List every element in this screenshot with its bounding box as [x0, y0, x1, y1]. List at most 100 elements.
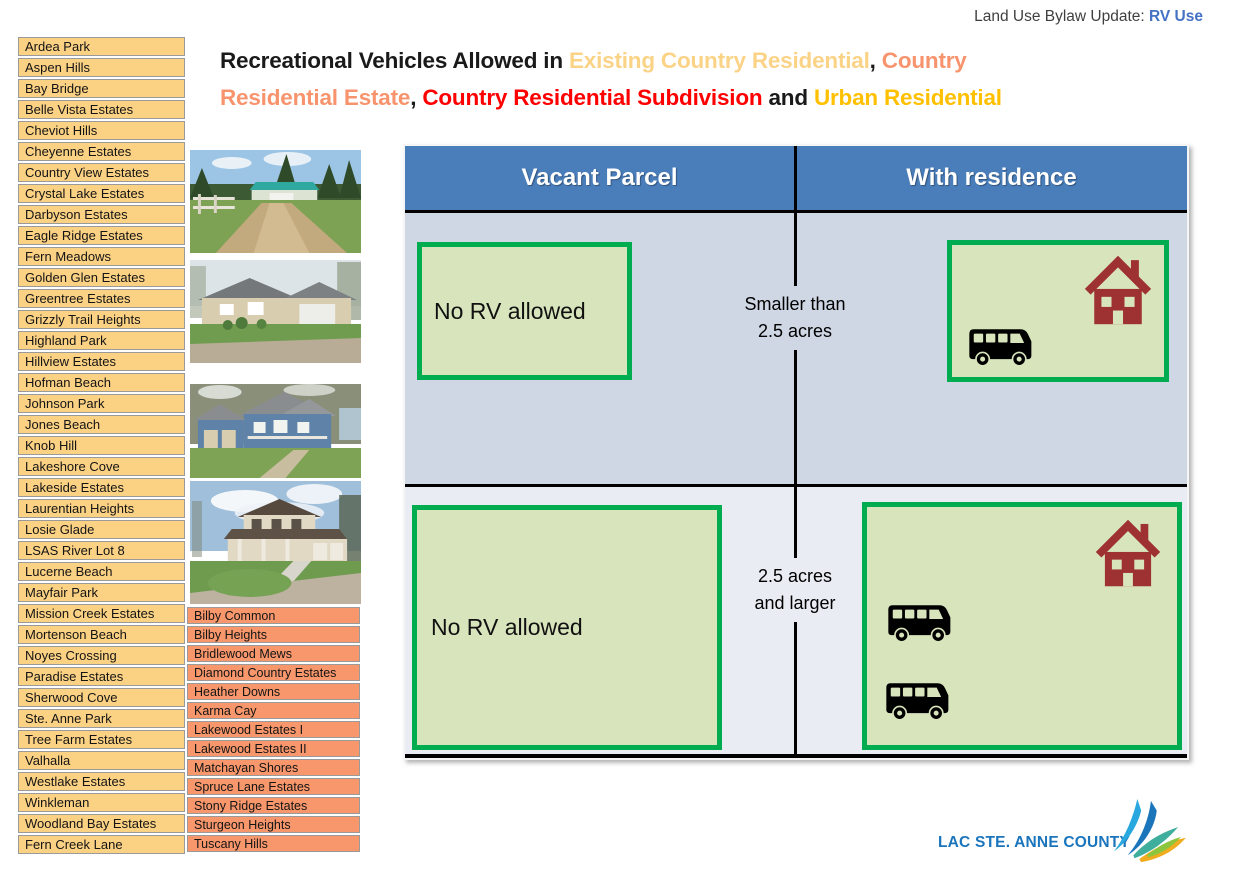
list-item: Lucerne Beach — [18, 562, 185, 581]
list-item: Mortenson Beach — [18, 625, 185, 644]
list-item: Cheyenne Estates — [18, 142, 185, 161]
list-item: Knob Hill — [18, 436, 185, 455]
list-item: Woodland Bay Estates — [18, 814, 185, 833]
list-item: Hillview Estates — [18, 352, 185, 371]
rv-icon — [969, 329, 1032, 367]
subdivision-list-orange: Bilby Common Bilby Heights Bridlewood Mews… — [187, 607, 360, 854]
column-header-vacant-parcel: Vacant Parcel — [405, 146, 794, 210]
list-item: Mayfair Park — [18, 583, 185, 602]
list-item: Ardea Park — [18, 37, 185, 56]
list-item: Lakewood Estates II — [187, 740, 360, 757]
title-seg-country: Country — [881, 48, 967, 73]
column-divider — [794, 146, 797, 758]
title-seg-urban-residential: Urban Residential — [813, 85, 1002, 110]
list-item: Sturgeon Heights — [187, 816, 360, 833]
bylaw-update-label: Land Use Bylaw Update: — [974, 8, 1149, 25]
title-seg-country-residential-subdivision: Country Residential Subdivision — [422, 85, 763, 110]
list-item: Fern Creek Lane — [18, 835, 185, 854]
list-item: Grizzly Trail Heights — [18, 310, 185, 329]
rv-use-label: RV Use — [1149, 8, 1203, 25]
list-item: Johnson Park — [18, 394, 185, 413]
slide-title: Recreational Vehicles Allowed in Existin… — [220, 42, 1220, 116]
photo-bungalow — [190, 260, 361, 363]
list-item: Paradise Estates — [18, 667, 185, 686]
title-seg: , — [869, 48, 882, 73]
list-item: Lakeside Estates — [18, 478, 185, 497]
size-label-larger: 2.5 acres and larger — [744, 558, 846, 622]
list-item: Bilby Common — [187, 607, 360, 624]
title-seg: and — [762, 85, 814, 110]
list-item: Lakeshore Cove — [18, 457, 185, 476]
list-item: Stony Ridge Estates — [187, 797, 360, 814]
list-item: Ste. Anne Park — [18, 709, 185, 728]
rv-rules-table: Vacant Parcel With residence No RV allow… — [403, 144, 1189, 760]
title-line-1: Recreational Vehicles Allowed in Existin… — [220, 42, 1220, 79]
list-item: Tree Farm Estates — [18, 730, 185, 749]
title-seg-existing-country-residential: Existing Country Residential — [568, 48, 870, 73]
size-label-line: 2.5 acres — [757, 321, 833, 341]
house-icon — [1084, 255, 1152, 325]
list-item: Heather Downs — [187, 683, 360, 700]
county-logo-swoosh-icon — [1114, 798, 1186, 863]
list-item: Bridlewood Mews — [187, 645, 360, 662]
list-item: Cheviot Hills — [18, 121, 185, 140]
list-item: Noyes Crossing — [18, 646, 185, 665]
parcel-box-residence-larger — [862, 502, 1182, 750]
list-item: Diamond Country Estates — [187, 664, 360, 681]
list-item: Bilby Heights — [187, 626, 360, 643]
title-seg: Recreational Vehicles Allowed in — [220, 48, 569, 73]
photo-acreage-driveway — [190, 150, 361, 253]
list-item: Crystal Lake Estates — [18, 184, 185, 203]
column-header-with-residence: With residence — [796, 146, 1187, 210]
list-item: Belle Vista Estates — [18, 100, 185, 119]
header-divider — [405, 210, 1187, 213]
size-label-smaller: Smaller than 2.5 acres — [734, 286, 856, 350]
county-logo-text: LAC STE. ANNE COUNTY — [938, 834, 1131, 851]
list-item: Lakewood Estates I — [187, 721, 360, 738]
list-item: Bay Bridge — [18, 79, 185, 98]
subdivision-list-yellow: Ardea Park Aspen Hills Bay Bridge Belle Vis… — [18, 37, 185, 856]
list-item: LSAS River Lot 8 — [18, 541, 185, 560]
size-label-line: and larger — [754, 593, 836, 613]
list-item: Eagle Ridge Estates — [18, 226, 185, 245]
title-seg: , — [410, 85, 423, 110]
list-item: Losie Glade — [18, 520, 185, 539]
size-label-line: Smaller than — [744, 294, 846, 314]
list-item: Tuscany Hills — [187, 835, 360, 852]
rv-icon — [886, 683, 949, 721]
list-item: Darbyson Estates — [18, 205, 185, 224]
table-bottom-border — [405, 754, 1187, 758]
list-item: Spruce Lane Estates — [187, 778, 360, 795]
list-item: Laurentian Heights — [18, 499, 185, 518]
photo-two-storey-house — [190, 481, 361, 604]
list-item: Aspen Hills — [18, 58, 185, 77]
list-item: Westlake Estates — [18, 772, 185, 791]
list-item: Matchayan Shores — [187, 759, 360, 776]
parcel-box-vacant-larger: No RV allowed — [412, 505, 722, 750]
house-icon — [1095, 519, 1161, 587]
list-item: Karma Cay — [187, 702, 360, 719]
list-item: Country View Estates — [18, 163, 185, 182]
title-line-2: Residential Estate, Country Residential … — [220, 79, 1220, 116]
size-label-line: 2.5 acres — [757, 566, 833, 586]
page-header: Land Use Bylaw Update: RV Use — [974, 8, 1203, 26]
list-item: Greentree Estates — [18, 289, 185, 308]
list-item: Golden Glen Estates — [18, 268, 185, 287]
parcel-box-vacant-smaller: No RV allowed — [417, 242, 632, 380]
list-item: Valhalla — [18, 751, 185, 770]
title-seg-residential-estate: Residential Estate — [220, 85, 411, 110]
list-item: Mission Creek Estates — [18, 604, 185, 623]
parcel-box-residence-smaller — [947, 240, 1169, 382]
photo-blue-lake-house — [190, 384, 361, 478]
rv-icon — [888, 605, 951, 643]
list-item: Highland Park — [18, 331, 185, 350]
list-item: Sherwood Cove — [18, 688, 185, 707]
list-item: Hofman Beach — [18, 373, 185, 392]
row-divider — [405, 484, 1187, 487]
no-rv-allowed-label: No RV allowed — [431, 614, 583, 640]
list-item: Jones Beach — [18, 415, 185, 434]
list-item: Winkleman — [18, 793, 185, 812]
list-item: Fern Meadows — [18, 247, 185, 266]
no-rv-allowed-label: No RV allowed — [434, 297, 586, 324]
